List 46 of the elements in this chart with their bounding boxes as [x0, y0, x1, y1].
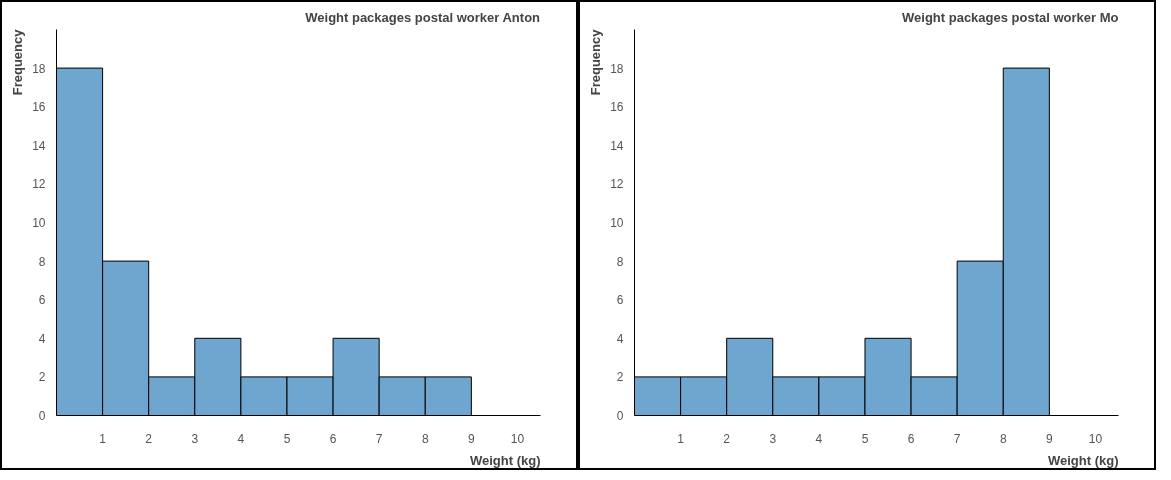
y-tick-label: 4 — [38, 331, 46, 346]
y-tick-label: 8 — [38, 254, 46, 269]
y-tick-label: 8 — [616, 254, 624, 269]
x-tick-label: 3 — [191, 431, 199, 446]
y-tick-label: 16 — [610, 100, 624, 115]
x-tick-label: 9 — [1046, 431, 1054, 446]
x-tick-label: 3 — [769, 431, 777, 446]
x-tick-label: 8 — [999, 431, 1007, 446]
y-axis-title: Frequency — [9, 28, 25, 96]
y-tick-label: 18 — [32, 61, 46, 76]
y-tick-label: 6 — [38, 293, 46, 308]
x-tick-label: 1 — [99, 431, 107, 446]
x-tick-label: 9 — [468, 431, 476, 446]
y-axis-title: Frequency — [587, 28, 603, 96]
x-axis-title: Weight (kg) — [1047, 452, 1119, 468]
chart-title: Weight packages postal worker Anton — [305, 9, 541, 25]
x-tick-label: 5 — [861, 431, 869, 446]
y-tick-label: 0 — [616, 409, 624, 423]
y-tick-label: 10 — [32, 216, 46, 230]
y-tick-label: 14 — [32, 138, 46, 153]
y-tick-label: 2 — [38, 370, 46, 385]
x-tick-label: 1 — [677, 431, 685, 446]
x-tick-label: 6 — [329, 431, 337, 446]
y-tick-label: 12 — [32, 177, 46, 192]
y-tick-label: 2 — [616, 370, 624, 385]
x-tick-label: 2 — [723, 431, 731, 446]
y-tick-label: 4 — [616, 331, 624, 346]
chart-title: Weight packages postal worker Mo — [902, 9, 1119, 25]
x-tick-label: 4 — [815, 431, 823, 446]
x-tick-label: 2 — [145, 431, 153, 446]
y-tick-label: 16 — [32, 100, 46, 115]
x-tick-label: 7 — [953, 431, 961, 446]
y-tick-label: 18 — [610, 61, 624, 76]
x-axis-title: Weight (kg) — [469, 452, 541, 468]
y-tick-label: 14 — [610, 138, 624, 153]
y-tick-label: 0 — [38, 409, 46, 423]
y-tick-label: 12 — [610, 177, 624, 192]
y-tick-label: 10 — [610, 216, 624, 230]
x-tick-label: 10 — [1088, 431, 1103, 446]
y-tick-label: 6 — [616, 293, 624, 308]
x-tick-label: 7 — [375, 431, 383, 446]
x-tick-label: 10 — [510, 431, 525, 446]
x-tick-label: 4 — [237, 431, 245, 446]
x-tick-label: 8 — [421, 431, 429, 446]
x-tick-label: 5 — [283, 431, 291, 446]
x-tick-label: 6 — [907, 431, 915, 446]
